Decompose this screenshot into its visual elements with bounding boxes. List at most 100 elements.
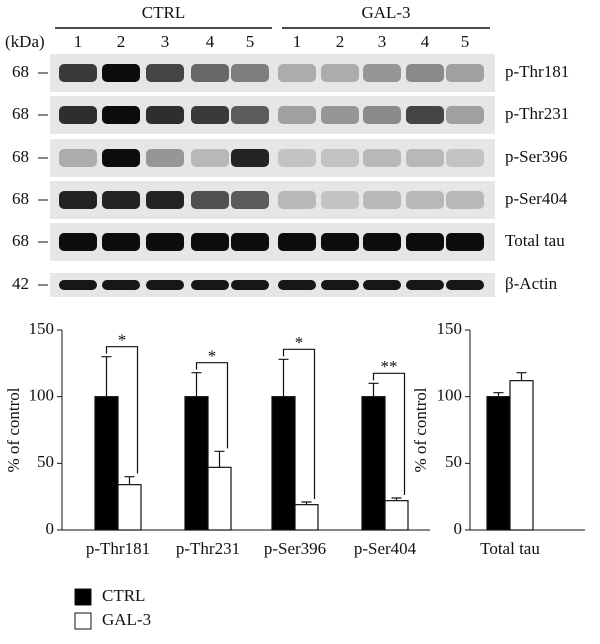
y-tick-label: 100 xyxy=(437,386,463,405)
band xyxy=(191,149,229,167)
kda-label: 68 xyxy=(12,62,29,81)
band xyxy=(191,280,229,290)
bar xyxy=(509,380,534,531)
lane-number: 4 xyxy=(206,32,215,51)
legend-label: GAL-3 xyxy=(102,610,151,629)
significance-bracket xyxy=(105,346,139,474)
band xyxy=(231,233,269,251)
band xyxy=(191,64,229,82)
error-bar xyxy=(493,392,504,397)
error-bar xyxy=(124,476,135,485)
bar xyxy=(207,466,232,531)
kda-label: 68 xyxy=(12,104,29,123)
error-bar xyxy=(368,382,379,397)
bar xyxy=(294,504,319,531)
band xyxy=(363,106,401,124)
kda-header: (kDa) xyxy=(5,32,45,51)
band xyxy=(146,106,184,124)
band xyxy=(191,106,229,124)
lane-number: 2 xyxy=(336,32,345,51)
band xyxy=(231,106,269,124)
bar xyxy=(486,396,511,531)
error-bar xyxy=(191,372,202,397)
error-bar xyxy=(278,358,289,397)
band xyxy=(146,191,184,209)
error-bar xyxy=(101,356,112,397)
y-axis-label: % of control xyxy=(4,387,23,472)
band xyxy=(321,191,359,209)
band xyxy=(146,280,184,290)
x-tick-label: Total tau xyxy=(480,539,540,558)
band xyxy=(102,280,140,290)
band xyxy=(231,280,269,290)
significance-mark: * xyxy=(295,333,304,352)
band xyxy=(321,106,359,124)
band xyxy=(231,64,269,82)
significance-mark: * xyxy=(118,331,127,350)
legend-swatch xyxy=(74,588,92,606)
band xyxy=(363,233,401,251)
band xyxy=(146,64,184,82)
group-label: CTRL xyxy=(142,3,185,22)
band xyxy=(278,106,316,124)
row-label: β-Actin xyxy=(505,274,558,293)
row-label: p-Ser396 xyxy=(505,147,567,166)
band xyxy=(363,191,401,209)
error-bar xyxy=(391,497,402,501)
band xyxy=(363,280,401,290)
band xyxy=(321,233,359,251)
band xyxy=(278,149,316,167)
band xyxy=(102,106,140,124)
error-bar xyxy=(214,450,225,468)
row-label: p-Thr231 xyxy=(505,104,569,123)
band xyxy=(446,64,484,82)
band xyxy=(191,191,229,209)
band xyxy=(363,149,401,167)
band xyxy=(321,64,359,82)
band xyxy=(59,149,97,167)
y-tick-label: 0 xyxy=(46,519,55,538)
band xyxy=(406,280,444,290)
band xyxy=(278,280,316,290)
band xyxy=(146,233,184,251)
significance-bracket xyxy=(372,372,406,495)
bar xyxy=(94,396,119,531)
bar xyxy=(271,396,296,531)
band xyxy=(446,233,484,251)
error-bar xyxy=(301,501,312,505)
significance-mark: ** xyxy=(381,357,398,376)
band xyxy=(146,149,184,167)
y-tick-label: 50 xyxy=(445,452,462,471)
x-tick-label: p-Ser396 xyxy=(264,539,326,558)
band xyxy=(446,106,484,124)
band xyxy=(406,149,444,167)
x-tick-label: p-Thr231 xyxy=(176,539,240,558)
band xyxy=(191,233,229,251)
band xyxy=(321,149,359,167)
lane-number: 3 xyxy=(161,32,170,51)
legend-swatch xyxy=(74,612,92,630)
legend-label: CTRL xyxy=(102,586,145,605)
band xyxy=(446,280,484,290)
band xyxy=(231,191,269,209)
kda-label: 68 xyxy=(12,189,29,208)
band xyxy=(102,149,140,167)
lane-number: 3 xyxy=(378,32,387,51)
significance-mark: * xyxy=(208,347,217,366)
kda-label: 68 xyxy=(12,231,29,250)
band xyxy=(231,149,269,167)
band xyxy=(59,106,97,124)
band xyxy=(278,64,316,82)
band xyxy=(59,191,97,209)
y-axis-label: % of control xyxy=(411,387,430,472)
row-label: Total tau xyxy=(505,231,565,250)
bar xyxy=(384,500,409,531)
bar xyxy=(184,396,209,531)
lane-number: 2 xyxy=(117,32,126,51)
band xyxy=(406,233,444,251)
significance-bracket xyxy=(195,362,229,449)
kda-label: 68 xyxy=(12,147,29,166)
band xyxy=(59,233,97,251)
lane-number: 5 xyxy=(461,32,470,51)
